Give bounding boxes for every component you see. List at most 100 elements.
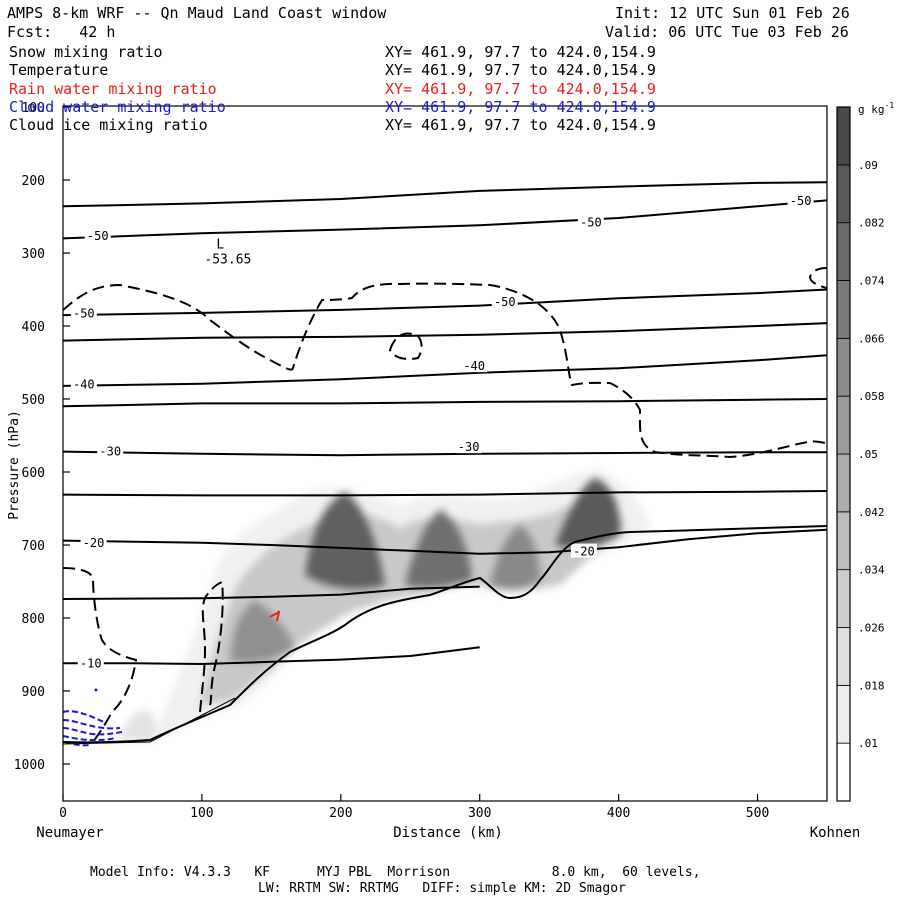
cloud-ice-contour-right <box>808 267 827 289</box>
cloud-water-contour-3 <box>62 727 123 736</box>
colorbar-bin <box>836 222 851 281</box>
colorbar-label: .05 <box>858 448 878 461</box>
colorbar-bin <box>836 569 851 628</box>
field-rain-name: Rain water mixing ratio <box>9 80 217 98</box>
y-tick-label: 900 <box>22 685 45 700</box>
chart-title: AMPS 8-km WRF -- Qn Maud Land Coast wind… <box>7 4 387 22</box>
y-axis: 100 200 300 400 500 600 700 800 900 1000 <box>14 101 70 773</box>
temperature-isotherms <box>63 181 827 666</box>
y-axis-title: Pressure (hPa) <box>7 410 22 520</box>
isotherm-label-bg <box>787 193 814 208</box>
colorbar-bin <box>836 511 851 571</box>
terrain-ridge-line <box>62 697 236 745</box>
colorbar-unit: g kg-1 <box>858 101 894 116</box>
isotherm-label: -40 <box>73 377 95 391</box>
snow-shading-small <box>120 710 155 742</box>
colorbar-bin <box>836 106 851 166</box>
colorbar-label: .058 <box>858 390 885 403</box>
field-temperature-name: Temperature <box>9 61 109 79</box>
colorbar-label: .042 <box>858 506 885 519</box>
x-left-station: Neumayer <box>36 825 103 841</box>
isotherm-line <box>63 181 827 208</box>
field-rain-xy: XY= 461.9, 97.7 to 424.0,154.9 <box>385 80 656 98</box>
colorbar-bin <box>836 453 851 513</box>
colorbar-label: .082 <box>858 217 885 230</box>
isotherm-line <box>63 288 827 317</box>
physics-info: LW: RRTM SW: RRTMG DIFF: simple KM: 2D S… <box>258 881 626 896</box>
field-cloudwater-name: Cloud water mixing ratio <box>9 98 226 116</box>
y-tick-label: 500 <box>22 393 45 408</box>
plot-frame <box>62 105 828 802</box>
colorbar-bin <box>836 627 851 686</box>
cloud-ice-contour-left <box>63 567 138 743</box>
isotherm-label-bg <box>461 358 488 373</box>
y-tick-label: 100 <box>22 101 45 116</box>
minimum-value: -53.65 <box>204 253 251 268</box>
rain-water-contour <box>269 610 280 622</box>
x-axis-title: Distance (km) <box>393 825 503 841</box>
isotherm-label-bg <box>577 214 604 229</box>
temperature-isotherm-labels: -10 -20 -20 -30 -30 -40 -40 -50 -50 -50 -50 -50 <box>70 193 814 670</box>
model-info: Model Info: V4.3.3 KF MYJ PBL Morrison 8… <box>90 865 701 880</box>
snow-shading-core-5 <box>555 478 621 548</box>
isotherm-line <box>63 528 827 555</box>
isotherm-label: -40 <box>463 359 485 373</box>
x-tick-label: 100 <box>190 806 213 821</box>
colorbar-label: .018 <box>858 679 885 692</box>
colorbar-label: .09 <box>858 159 878 172</box>
valid-time: Valid: 06 UTC Tue 03 Feb 26 <box>605 23 849 41</box>
field-cloudice-name: Cloud ice mixing ratio <box>9 116 208 134</box>
cloud-water-contour-4 <box>62 735 116 742</box>
isotherm-line <box>63 199 827 240</box>
cloud-water-contour-2 <box>62 719 121 730</box>
isotherm-label: -20 <box>83 536 105 550</box>
y-tick-label: 400 <box>22 320 45 335</box>
isotherm-label-bg <box>77 655 104 670</box>
isotherm-label: -50 <box>87 229 109 243</box>
isotherm-line <box>63 585 480 600</box>
isotherm-label: -20 <box>573 545 595 559</box>
forecast-hour: Fcst: 42 h <box>7 23 116 41</box>
isotherm-line <box>63 646 480 666</box>
x-tick-label: 300 <box>468 806 491 821</box>
isotherm-label-bg <box>97 443 124 458</box>
colorbar-label: .074 <box>858 275 885 288</box>
isotherm-label: -10 <box>80 656 102 670</box>
x-right-station: Kohnen <box>810 825 861 841</box>
colorbar-label: .026 <box>858 622 885 635</box>
init-time: Init: 12 UTC Sun 01 Feb 26 <box>615 4 850 22</box>
snow-shading-core-3 <box>405 510 472 588</box>
x-tick-label: 200 <box>329 806 352 821</box>
isotherm-label-bg <box>570 543 597 558</box>
isotherm-label-bg <box>70 376 97 391</box>
cloud-water-dot <box>94 688 98 692</box>
colorbar-bin <box>836 337 851 397</box>
snow-shading-core-2 <box>305 492 385 589</box>
isotherm-label: -50 <box>580 215 602 229</box>
field-cloudwater-xy: XY= 461.9, 97.7 to 424.0,154.9 <box>385 98 656 116</box>
isotherm-label-bg <box>84 228 111 243</box>
y-tick-label: 800 <box>22 612 45 627</box>
isotherm-line <box>63 322 827 342</box>
y-tick-label: 300 <box>22 247 45 262</box>
field-cloudice-xy: XY= 461.9, 97.7 to 424.0,154.9 <box>385 116 656 134</box>
isotherm-label-bg <box>70 305 97 320</box>
field-snow-name: Snow mixing ratio <box>9 43 163 61</box>
y-tick-label: 700 <box>22 539 45 554</box>
field-snow-xy: XY= 461.9, 97.7 to 424.0,154.9 <box>385 43 656 61</box>
colorbar-bin <box>836 684 851 744</box>
isotherm-line <box>63 450 827 457</box>
colorbar: .01 .018 .026 .034 .042 .05 .058 .066 .074 .082 .0… <box>836 106 885 802</box>
colorbar-frame <box>836 106 851 802</box>
colorbar-label: .01 <box>858 737 878 750</box>
x-axis: 0 100 200 300 400 500 <box>59 794 769 821</box>
minimum-symbol: L <box>216 238 224 253</box>
isotherm-label-bg <box>491 293 518 308</box>
isotherm-line <box>63 490 827 497</box>
colorbar-label: .066 <box>858 332 885 345</box>
isotherm-label: -50 <box>790 194 812 208</box>
isotherm-label: -50 <box>494 295 516 309</box>
y-tick-label: 1000 <box>14 758 45 773</box>
isotherm-label: -30 <box>99 445 121 459</box>
